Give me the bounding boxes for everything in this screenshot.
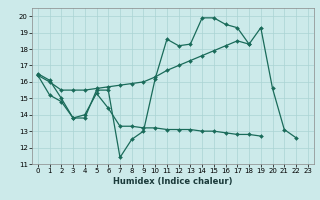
X-axis label: Humidex (Indice chaleur): Humidex (Indice chaleur) bbox=[113, 177, 233, 186]
